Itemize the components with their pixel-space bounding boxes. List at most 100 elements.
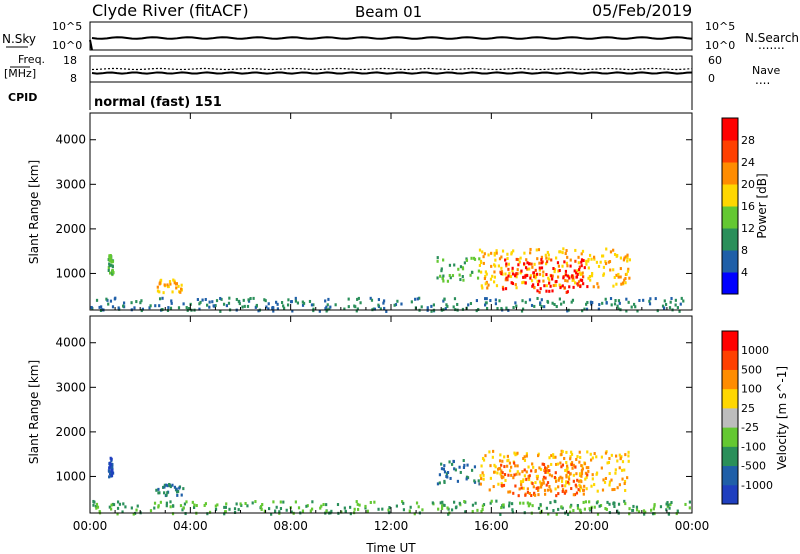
scatter-cell — [133, 306, 136, 310]
scatter-cell — [529, 274, 532, 278]
nave-trace — [91, 67, 693, 71]
scatter-cell — [353, 507, 356, 511]
scatter-cell — [580, 480, 583, 484]
scatter-cell — [511, 508, 514, 512]
scatter-cell — [442, 279, 445, 283]
scatter-cell — [567, 480, 570, 484]
scatter-cell — [387, 508, 390, 512]
scatter-cell — [448, 460, 451, 464]
scatter-cell — [656, 309, 659, 313]
scatter-cell — [653, 512, 656, 516]
scatter-cell — [117, 306, 120, 310]
scatter-cell — [161, 296, 164, 300]
scatter-cell — [570, 503, 573, 507]
scatter-cell — [501, 285, 505, 289]
scatter-cell — [561, 506, 564, 510]
scatter-cell — [577, 261, 580, 265]
scatter-cell — [526, 274, 529, 278]
scatter-cell — [608, 502, 611, 506]
scatter-cell — [651, 512, 655, 516]
scatter-cell — [195, 504, 198, 508]
scatter-cell — [554, 500, 557, 504]
scatter-cell — [167, 285, 170, 289]
nsky-tick-bottom-right: 10^0 — [705, 39, 735, 52]
scatter-cell — [581, 309, 584, 313]
scatter-cell — [576, 504, 579, 508]
scatter-cell — [157, 505, 160, 509]
scatter-cell — [109, 263, 112, 267]
scatter-cell — [540, 258, 543, 262]
scatter-cell — [542, 463, 546, 467]
scatter-cell — [525, 258, 528, 262]
scatter-cell — [500, 266, 503, 270]
scatter-cell — [118, 502, 122, 506]
scatter-cell — [540, 305, 543, 309]
scatter-cell — [493, 251, 496, 255]
scatter-cell — [445, 303, 448, 307]
scatter-cell — [462, 278, 465, 282]
scatter-cell — [471, 503, 475, 507]
scatter-cell — [562, 247, 565, 251]
scatter-cell — [503, 473, 507, 477]
nsky-tick-top-right: 10^5 — [705, 20, 735, 33]
scatter-cell — [470, 270, 474, 274]
scatter-cell — [162, 291, 165, 295]
beam-title: Beam 01 — [355, 3, 422, 21]
scatter-cell — [241, 305, 244, 309]
scatter-cell — [206, 512, 209, 516]
scatter-cell — [648, 302, 652, 306]
scatter-cell — [604, 262, 608, 266]
scatter-cell — [517, 258, 520, 262]
colorbar-swatch — [722, 206, 738, 229]
scatter-cell — [107, 268, 110, 272]
scatter-cell — [515, 472, 518, 476]
scatter-cell — [561, 264, 564, 268]
scatter-cell — [463, 500, 466, 504]
scatter-cell — [400, 302, 403, 306]
scatter-cell — [524, 266, 528, 270]
scatter-cell — [537, 283, 540, 287]
scatter-cell — [576, 455, 579, 459]
scatter-cell — [149, 304, 152, 308]
scatter-cell — [508, 271, 511, 275]
scatter-cell — [543, 488, 547, 492]
scatter-cell — [508, 504, 511, 508]
scatter-cell — [122, 304, 125, 308]
scatter-cell — [166, 283, 169, 287]
scatter-cell — [252, 296, 255, 300]
scatter-cell — [580, 472, 584, 476]
scatter-cell — [481, 504, 485, 508]
scatter-cell — [564, 484, 567, 488]
scatter-cell — [616, 486, 619, 490]
scatter-cell — [279, 507, 283, 511]
scatter-cell — [416, 297, 419, 301]
scatter-cell — [512, 249, 515, 253]
scatter-cell — [619, 256, 623, 260]
scatter-cell — [569, 472, 572, 476]
scatter-cell — [524, 274, 527, 278]
scatter-cell — [475, 309, 478, 313]
scatter-cell — [587, 276, 590, 280]
scatter-cell — [490, 264, 493, 268]
scatter-cell — [587, 257, 590, 261]
scatter-cell — [172, 278, 175, 282]
scatter-cell — [482, 503, 486, 507]
scatter-cell — [472, 256, 476, 260]
scatter-cell — [524, 493, 527, 497]
scatter-cell — [491, 455, 494, 459]
scatter-cell — [204, 502, 207, 506]
scatter-cell — [590, 274, 594, 278]
scatter-cell — [579, 285, 582, 289]
scatter-cell — [246, 304, 250, 308]
velocity-colorbar-swatches — [722, 331, 738, 505]
scatter-cell — [531, 265, 534, 269]
scatter-cell — [538, 272, 542, 276]
scatter-cell — [566, 290, 569, 294]
scatter-cell — [523, 251, 526, 255]
scatter-cell — [623, 482, 626, 486]
scatter-cell — [482, 261, 485, 265]
scatter-cell — [243, 304, 246, 308]
scatter-cell — [180, 493, 183, 497]
scatter-cell — [526, 490, 530, 494]
